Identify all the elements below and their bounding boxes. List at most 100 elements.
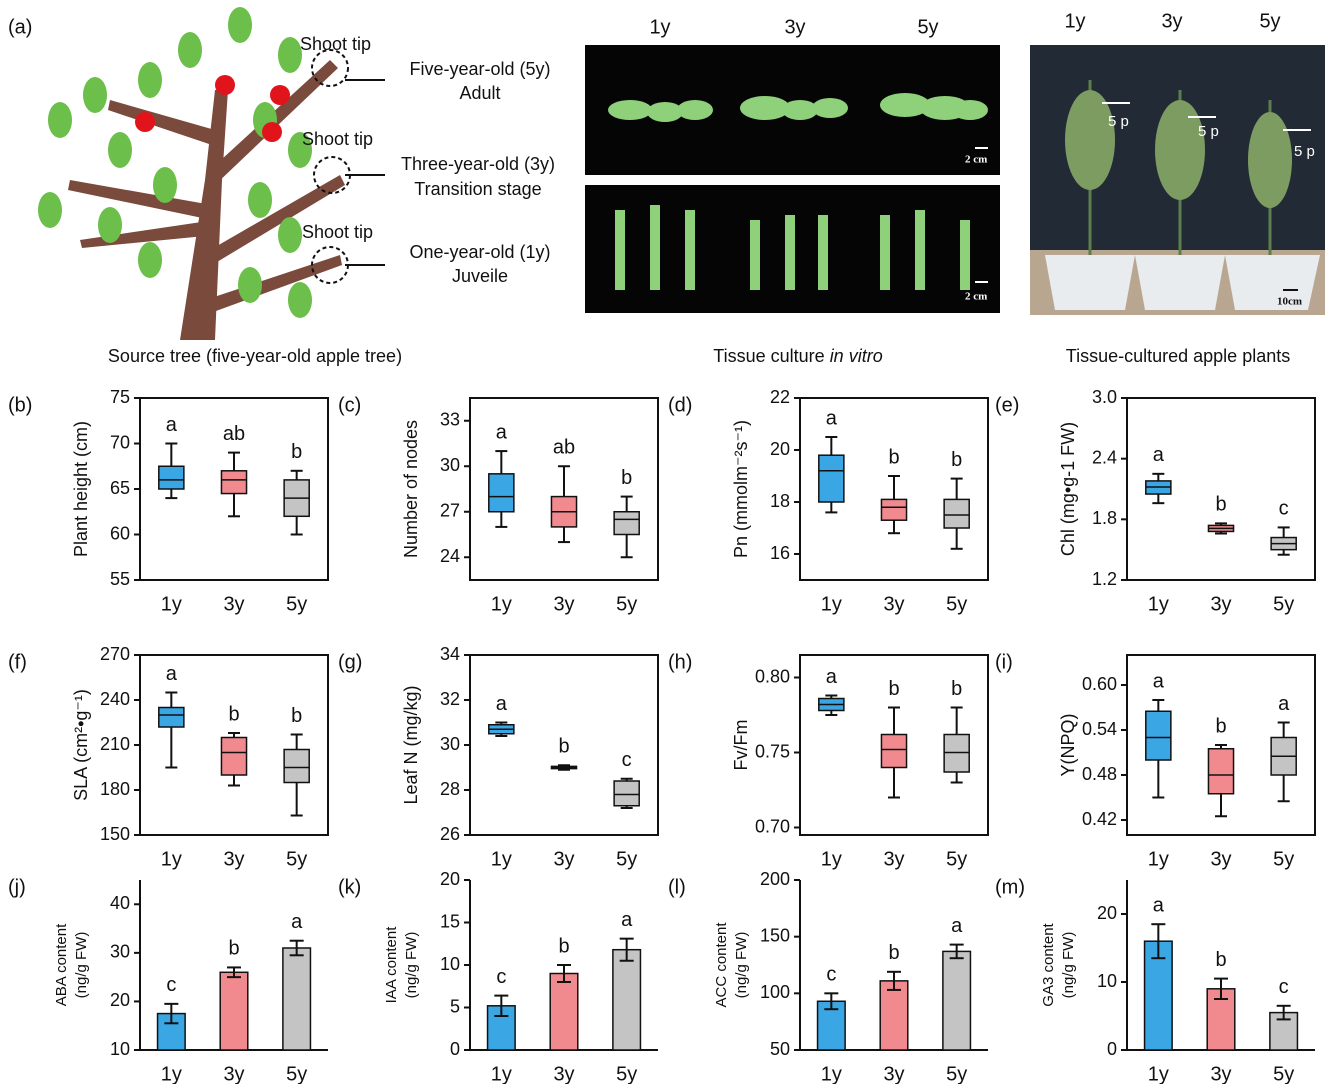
box [880,498,908,521]
significance-letter: c [622,749,632,771]
y-tick-label: 60 [110,523,130,543]
y-tick-label: 180 [100,779,130,799]
arrows [345,79,385,266]
y-tick-label: 20 [770,439,790,459]
x-tick-label: 3y [883,848,904,870]
significance-letter: c [166,974,176,996]
y-tick-label: 240 [100,689,130,709]
y-tick-label: 150 [100,824,130,844]
panel-label: (e) [995,394,1019,416]
panel-a: (a) Shoot tip Shoot tip Shoot tip Five-y… [8,7,1325,366]
stage: Three-year-old (3y) [401,154,555,174]
y-tick-label: 70 [110,432,130,452]
x-tick-label: 5y [1273,1063,1294,1084]
y-axis-label: Leaf N (mg/kg) [401,685,421,804]
panel-label: (d) [668,394,692,416]
significance-letter: c [826,964,836,986]
y-tick-label: 0.42 [1082,809,1117,829]
x-tick-label: 3y [223,1063,244,1084]
y-tick-label: 16 [770,543,790,563]
box [880,733,908,769]
x-tick-label: 1y [491,848,512,870]
significance-letter: a [1153,444,1165,466]
scale-label: 2 cm [965,291,987,303]
y-axis-label: Plant height (cm) [71,421,91,557]
y-tick-label: 10 [440,954,460,974]
y-axis-label: (ng/g FW) [1060,932,1077,999]
significance-letter: a [166,663,178,685]
y-tick-label: 0.70 [755,816,790,836]
arrows [1102,102,1311,131]
y-tick-label: 15 [440,911,460,931]
y-tick-label: 0 [450,1039,460,1059]
x-tick-label: 1y [491,593,512,615]
y-tick-label: 20 [440,869,460,889]
significance-letter: b [888,678,899,700]
stage: One-year-old (1y) [409,242,550,262]
caption-text: Tissue culture [713,346,829,366]
y-tick-label: 100 [760,982,790,1002]
y-axis-label: Pn (mmolm⁻²s⁻¹) [731,420,751,558]
plantlets [608,93,988,290]
y-tick-label: 0.60 [1082,674,1117,694]
y-axis-label: ACC content [713,922,730,1008]
y-tick-label: 22 [770,387,790,407]
y-tick-label: 150 [760,925,790,945]
x-tick-label: 3y [223,848,244,870]
x-tick-label: 5y [286,848,307,870]
y-tick-label: 20 [1097,903,1117,923]
caption: Tissue culture in vitro [713,346,882,366]
box [1207,748,1235,795]
y-tick-label: 1.2 [1092,569,1117,589]
y-axis-label: Number of nodes [401,420,421,558]
box [158,465,185,490]
x-tick-label: 3y [883,593,904,615]
significance-letter: b [888,446,899,468]
box [818,454,845,503]
y-tick-label: 24 [440,546,460,566]
significance-letter: c [496,966,506,988]
apples [135,75,290,142]
significance-letter: b [1215,715,1226,737]
plant-leaves [1065,90,1292,208]
bar [282,947,312,1051]
box [1145,710,1172,761]
y-tick-label: 30 [440,734,460,754]
x-tick-label: 3y [553,848,574,870]
x-tick-label: 5y [616,848,637,870]
significance-letter: a [951,915,963,937]
significance-letter: b [291,705,302,727]
y-tick-label: 210 [100,734,130,754]
significance-letter: a [826,666,838,688]
arrow-label: 5 p [1198,123,1219,140]
x-tick-label: 3y [553,593,574,615]
y-tick-label: 55 [110,569,130,589]
significance-letter: b [1215,949,1226,971]
significance-letter: a [496,421,508,443]
x-tick-label: 5y [616,593,637,615]
y-tick-label: 0.75 [755,741,790,761]
panel-label: (c) [338,394,361,416]
stage: Juveile [452,266,508,286]
x-tick-label: 5y [946,848,967,870]
box [220,736,248,776]
significance-letter: c [1279,976,1289,998]
panel-label: (b) [8,394,32,416]
y-tick-label: 2.4 [1092,447,1117,467]
x-tick-label: 1y [491,1063,512,1084]
stage: Adult [459,83,500,103]
panel-label: (h) [668,651,692,673]
age-label: 1y [649,16,670,38]
box [943,498,970,529]
significance-letter: a [1153,894,1165,916]
y-tick-label: 30 [440,455,460,475]
y-tick-label: 18 [770,491,790,511]
y-tick-label: 65 [110,478,130,498]
x-tick-label: 5y [616,1063,637,1084]
y-tick-label: 27 [440,501,460,521]
y-tick-label: 0 [1107,1039,1117,1059]
panel-label: (k) [338,876,361,898]
y-tick-label: 0.48 [1082,764,1117,784]
bar [942,950,972,1051]
x-tick-label: 5y [286,593,307,615]
